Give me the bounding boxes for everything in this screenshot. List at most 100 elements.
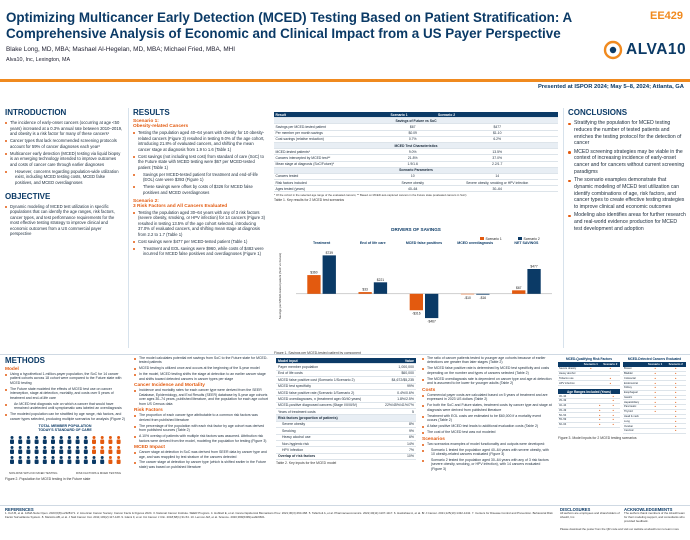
person-icon <box>67 456 71 460</box>
acknowledgements-heading: ACKNOWLEDGEMENTS <box>624 507 673 512</box>
person-icon <box>108 456 112 460</box>
scenario-bullet: Scenario 2 tested the population aged 30… <box>422 458 552 471</box>
affiliation: Alva10, Inc, Lexington, MA <box>6 57 71 63</box>
conclusions-list: Stratifying the population for MCED test… <box>568 120 686 233</box>
person-body-icon <box>26 459 31 465</box>
methods-list: The model calculates potential net savin… <box>134 356 270 381</box>
costs-subheading: Costs <box>422 387 436 393</box>
person-body-icon <box>10 459 14 465</box>
row-label: Lung <box>623 418 645 425</box>
check-icon <box>644 423 666 429</box>
person-body-icon <box>34 449 39 455</box>
row-label: 35–39 <box>558 398 593 404</box>
person-icon <box>35 436 39 440</box>
logo-text: ALVA10 <box>626 41 687 58</box>
person-body-icon <box>34 439 39 445</box>
alva10-logo-icon <box>603 40 623 60</box>
check-icon: ● <box>606 403 620 409</box>
person-body-icon <box>92 459 96 465</box>
person-icon <box>26 436 30 440</box>
person-icon <box>117 446 121 450</box>
check-icon: ● <box>665 375 686 382</box>
person-body-icon <box>67 459 72 465</box>
person-icon <box>92 436 96 440</box>
table-row: Heavy alcohol <box>558 371 620 377</box>
scenario2-bullet: Testing the population aged 30–64 years … <box>133 210 266 238</box>
row-label: Colorectal <box>623 375 645 382</box>
table-row: HPV infection 7% <box>276 446 416 454</box>
category-label: MCED false positives <box>406 241 442 245</box>
check-icon: ● <box>606 398 620 404</box>
column-divider <box>563 108 564 348</box>
row-label: Heavy alcohol <box>558 371 582 377</box>
person-icon <box>92 446 96 450</box>
references-heading: REFERENCES <box>5 507 34 512</box>
check-icon: ● <box>665 428 686 434</box>
person-icon <box>18 456 22 460</box>
check-icon: ● <box>644 385 666 391</box>
row-label: 55–59 <box>558 417 593 423</box>
methods-bullet: The model calculates potential net savin… <box>134 356 270 365</box>
table-row: Mean stage at diagnosis (SoC/Future)* 1.9… <box>274 161 558 168</box>
person-icon <box>35 446 39 450</box>
table1-caption: Table 1. Key results for 2 MCED test sce… <box>274 198 345 203</box>
check-icon: ● <box>592 408 607 414</box>
results-table: Result Scenario 1 Scenario 2 Savings of … <box>274 112 558 193</box>
category-label: End of life care <box>360 241 386 245</box>
mced-bullet: The cancer stage at detection by cancer … <box>134 460 270 469</box>
costs-bullet: Treatment with EOL costs are estimated t… <box>422 414 552 423</box>
table-row: Breast ● ● <box>623 366 686 372</box>
row-label: Breast <box>623 366 645 372</box>
risk-bullet: A 10% overlap of patients with multiple … <box>134 434 270 443</box>
bar <box>358 292 372 294</box>
table-row: Cervical ● <box>623 428 686 434</box>
disclosures-heading: DISCLOSURES <box>560 507 591 512</box>
table-row: HPV infection ● <box>558 380 620 386</box>
intro-bullet: However, concerns regarding population-w… <box>5 169 123 186</box>
table-row: Cost savings (relative reduction) 0.7% 6.2… <box>274 136 558 143</box>
table-row: Cancers intercepted by MCED test** 21.8% 3… <box>274 154 558 162</box>
person-body-icon <box>116 459 121 465</box>
chart-title: DRIVERS OF SAVINGS <box>391 227 441 232</box>
person-body-icon <box>92 449 96 455</box>
figure2-label-left: NON-RISK WITH NO MCED TESTING <box>9 471 58 476</box>
person-body-icon <box>75 439 80 445</box>
check-icon: ● <box>592 417 607 423</box>
check-icon <box>581 375 601 382</box>
person-icon <box>18 436 22 440</box>
costs-bullet: A false positive MCED test leads to addi… <box>422 424 552 429</box>
results-heading: RESULTS <box>133 108 170 117</box>
scenario-bullet: Scenario 1 tested the population aged 40… <box>422 448 552 457</box>
figure2: TOTAL MEMBER POPULATION TODAY'S STANDARD… <box>5 424 125 475</box>
person-icon <box>10 446 14 450</box>
row-label: 45–49 <box>558 408 593 414</box>
figure2-caption: Figure 2. Population for MCED testing in… <box>5 477 91 482</box>
check-icon: ● <box>644 380 666 386</box>
conclusion-bullet: Stratifying the population for MCED test… <box>568 120 686 147</box>
person-icon <box>76 446 80 450</box>
incidence-subheading: Cancer Incidence and Mortality <box>134 383 205 389</box>
check-icon: ● <box>606 408 620 414</box>
check-icon: ● <box>665 390 686 396</box>
person-body-icon <box>83 459 88 465</box>
figure3-age-title: Age Ranges Included (Years) <box>558 388 620 395</box>
methods-bullet: In the model, MCED testing shifts the st… <box>134 372 270 381</box>
poster-header <box>0 0 690 79</box>
row-label: Tobacco use <box>558 375 582 382</box>
conclusion-bullet: Modeling also identifies areas for furth… <box>568 212 686 232</box>
row-label: 60–64 <box>558 422 593 428</box>
data-label: -$467 <box>427 320 436 324</box>
data-label: $67 <box>516 286 522 290</box>
table-row: MCED-positive diagnosed cancers (Stage I… <box>276 402 416 410</box>
costs-list: Commercial payer costs are calculated ba… <box>422 393 552 435</box>
table2-group: Risk factors (proportion of patients) <box>276 414 416 422</box>
person-body-icon <box>10 439 14 445</box>
model-bullet: The Future state modeled the effects of … <box>5 387 125 400</box>
acknowledgements-text: The authors thank members of the Alva10 … <box>624 511 685 523</box>
check-icon: ● <box>581 366 601 372</box>
row-label: Esophageal <box>623 390 645 396</box>
table2-header: Model input <box>276 358 378 365</box>
inputs-table: Model input Value Payer member populatio… <box>276 358 416 461</box>
table-row: Thyroid ● ● <box>623 409 686 415</box>
data-label: $33 <box>362 288 368 292</box>
